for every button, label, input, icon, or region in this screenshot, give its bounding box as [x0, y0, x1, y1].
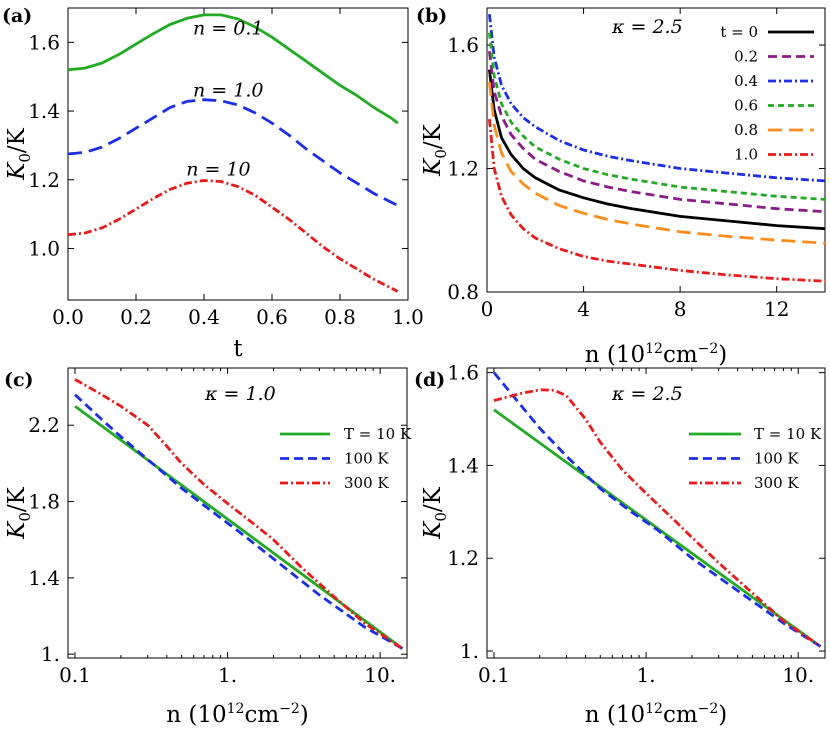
panel-3: 0.1 1. 10.1.1.41.82.2(c)K0/Kn (1012cm−2)κ … [4, 367, 412, 728]
x-tick-label: 0 [481, 297, 494, 321]
x-tick-label: 1.0 [392, 305, 424, 329]
series-line [488, 51, 826, 214]
y-tick-label: 1.2 [447, 546, 479, 570]
curve-annotation: n = 0.1 [193, 18, 263, 40]
y-tick-label: 1.4 [28, 566, 60, 590]
panel-2: 0 4 8 12 0.8 1.2 1.6(b) K0/K n (1012cm−2) κ = 2.5… [416, 5, 826, 368]
y-tick-label: 1.6 [447, 33, 479, 57]
x-tick-label: 0.0 [52, 305, 84, 329]
plot-frame [486, 7, 826, 293]
series-line [492, 371, 822, 648]
x-tick-label: 1. [218, 663, 237, 687]
curve-annotation: n = 1.0 [193, 79, 263, 101]
plot-frame [67, 7, 409, 301]
series-line [493, 388, 822, 648]
x-axis-label: n (1012cm−2) [166, 701, 309, 728]
legend-label: 0.6 [734, 97, 758, 115]
y-tick-label: 1.2 [447, 157, 479, 181]
legend-label: 0.2 [734, 48, 758, 66]
y-tick-label: 1.4 [28, 99, 60, 123]
y-tick-label: 1.4 [447, 453, 479, 477]
legend-label: 100 K [344, 450, 389, 468]
panel-label: (a) [2, 5, 32, 27]
panel-1: 0.0 0.2 0.4 0.6 0.8 1.0 1.0 1.2 1.4 1.6 (a) K0/K t n … [2, 5, 424, 362]
x-axis-label: t [233, 336, 243, 362]
y-tick-label: 1.6 [447, 361, 479, 385]
x-axis-label: n (1012cm−2) [585, 341, 728, 368]
y-axis-label: K0/K [4, 486, 34, 539]
series-line [488, 81, 826, 245]
series-line [74, 378, 404, 650]
x-tick-label: 0.1 [478, 663, 510, 687]
x-tick-label: 0.8 [324, 305, 356, 329]
plot-frame [486, 367, 826, 659]
y-tick-label: 1.8 [28, 490, 60, 514]
kappa-annotation: κ = 2.5 [611, 16, 683, 38]
series-line [488, 118, 826, 283]
y-tick-label: 0.8 [447, 280, 479, 304]
y-tick-label: 1.0 [28, 236, 60, 260]
y-tick-label: 2.2 [28, 413, 60, 437]
x-axis-label: n (1012cm−2) [585, 701, 728, 728]
x-tick-label: 10. [364, 663, 396, 687]
legend-label: t = 0 [720, 23, 758, 41]
y-axis-label: K0/K [420, 486, 450, 539]
x-tick-label: 0.6 [256, 305, 288, 329]
legend-label: 0.8 [734, 121, 758, 139]
legend-label: 1.0 [734, 146, 758, 164]
series-line [488, 69, 826, 231]
x-tick-label: 8 [674, 297, 687, 321]
x-tick-label: 0.2 [120, 305, 152, 329]
kappa-annotation: κ = 2.5 [611, 383, 683, 405]
curve-annotation: n = 10 [186, 158, 250, 180]
y-tick-label: 1. [41, 642, 60, 666]
series-line [67, 13, 399, 125]
x-tick-label: 10. [782, 663, 814, 687]
y-axis-label: K0/K [420, 123, 450, 176]
x-tick-label: 0.1 [59, 663, 91, 687]
panel-label: (b) [416, 5, 447, 27]
y-tick-label: 1.2 [28, 168, 60, 192]
series-line [488, 14, 826, 183]
y-tick-label: 1. [460, 639, 479, 663]
x-tick-label: 4 [577, 297, 590, 321]
y-axis-label: K0/K [4, 127, 34, 180]
series-line [67, 179, 399, 293]
panel-label: (d) [414, 369, 445, 391]
x-tick-label: 0.4 [188, 305, 220, 329]
legend-label: T = 10 K [754, 425, 822, 443]
series-line [488, 32, 826, 201]
x-tick-label: 12 [764, 297, 789, 321]
legend-label: 300 K [344, 474, 389, 492]
series-line [67, 98, 399, 207]
legend-label: 300 K [754, 474, 799, 492]
panel-label: (c) [4, 369, 34, 391]
kappa-annotation: κ = 1.0 [204, 383, 276, 405]
legend-label: 0.4 [734, 72, 758, 90]
panel-4: 0.1 1. 10.1.1.21.41.6(d)K0/Kn (1012cm−2)κ … [414, 361, 826, 728]
x-tick-label: 1. [637, 663, 656, 687]
legend-label: T = 10 K [344, 425, 412, 443]
plot-frame [67, 367, 408, 659]
legend-label: 100 K [754, 450, 799, 468]
y-tick-label: 1.6 [28, 30, 60, 54]
